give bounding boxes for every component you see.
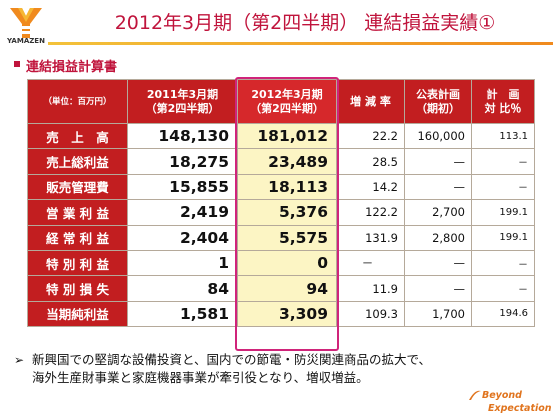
section-bullet-icon [14,61,20,67]
table-row: 当期純利益 1,581 3,309 109.3 1,700 194.6 [27,300,535,328]
prev-period-header: 2011年3月期 （第2四半期） [127,79,238,124]
prev-period-header-line2: （第2四半期） [145,101,220,115]
curr-value: 3,309 [237,300,337,328]
rate-value: 122.2 [336,199,405,226]
income-statement-table: （単位：百万円） 2011年3月期 （第2四半期） 2012年3月期 （第2四半… [27,79,535,328]
curr-value: 18,113 [237,173,337,201]
ratio-header-line1: 計 画 [486,87,520,101]
rate-value: 14.2 [336,173,405,201]
plan-header-line1: 公表計画 [416,87,460,101]
summary-note: ➢ 新興国での堅調な設備投資と、国内での節電・防災関連商品の拡大で、 海外生産財… [14,351,542,387]
unit-header: （単位：百万円） [27,79,128,124]
ratio-value: 113.1 [471,122,535,150]
curr-value: 23,489 [237,148,337,175]
plan-value: 1,700 [404,300,472,328]
plan-value: — [404,249,472,277]
row-label: 販売管理費 [27,173,128,201]
prev-value: 1 [127,249,238,277]
plan-value: — [404,148,472,175]
swoosh-icon [469,390,481,400]
plan-value: 160,000 [404,122,472,150]
plan-value: — [404,275,472,302]
row-label: 経 常 利 益 [27,224,128,251]
ratio-value: 199.1 [471,199,535,226]
row-label: 営 業 利 益 [27,199,128,226]
prev-value: 15,855 [127,173,238,201]
prev-value: 148,130 [127,122,238,150]
ratio-header: 計 画 対 比％ [471,79,535,124]
table-row: 売 上 高 148,130 181,012 22.2 160,000 113.1 [27,122,535,150]
yamazen-logo-icon [10,8,42,38]
ratio-value: － [471,249,535,277]
rate-header: 増 減 率 [336,79,405,124]
curr-value: 94 [237,275,337,302]
ratio-header-line2: 対 比％ [484,101,522,115]
prev-period-header-line1: 2011年3月期 [146,87,219,101]
row-label: 特 別 利 益 [27,249,128,277]
curr-value: 5,376 [237,199,337,226]
beyond-expectation-logo: Beyond Expectation [468,386,556,418]
summary-note-line2: 海外生産財事業と家庭機器事業が牽引役となり、増収増益。 [32,370,369,385]
expectation-text: Expectation [488,403,552,414]
plan-value: 2,700 [404,199,472,226]
table-row: 売上総利益 18,275 23,489 28.5 — － [27,148,535,175]
table-row: 経 常 利 益 2,404 5,575 131.9 2,800 199.1 [27,224,535,251]
table-row: 特 別 利 益 1 0 － — － [27,249,535,277]
curr-period-header: 2012年3月期 （第2四半期） [237,79,337,124]
ratio-value: － [471,173,535,201]
rate-value: 28.5 [336,148,405,175]
row-label: 特 別 損 失 [27,275,128,302]
summary-note-line1: 新興国での堅調な設備投資と、国内での節電・防災関連商品の拡大で、 [32,352,432,367]
rate-value: 22.2 [336,122,405,150]
curr-value: 0 [237,249,337,277]
curr-value: 5,575 [237,224,337,251]
row-label: 当期純利益 [27,300,128,328]
ratio-value: 194.6 [471,300,535,328]
prev-value: 1,581 [127,300,238,328]
rate-value: 131.9 [336,224,405,251]
table-row: 特 別 損 失 84 94 11.9 — － [27,275,535,302]
curr-period-header-line2: （第2四半期） [250,101,324,115]
plan-header-line2: （期初） [416,101,460,115]
rate-value: － [336,249,405,277]
prev-value: 18,275 [127,148,238,175]
plan-value: — [404,173,472,201]
table-row: 営 業 利 益 2,419 5,376 122.2 2,700 199.1 [27,199,535,226]
rate-value: 109.3 [336,300,405,328]
table-row: 販売管理費 15,855 18,113 14.2 — － [27,173,535,201]
plan-value: 2,800 [404,224,472,251]
section-title: 連結損益計算書 [26,60,118,75]
ratio-value: 199.1 [471,224,535,251]
ratio-value: － [471,148,535,175]
curr-period-header-line1: 2012年3月期 [251,87,323,101]
rate-value: 11.9 [336,275,405,302]
logo-text: YAMAZEN [7,37,45,45]
title-underline [48,42,553,45]
page-title: 2012年3月期（第2四半期） 連結損益実績① [114,12,496,34]
plan-header: 公表計画 （期初） [404,79,472,124]
beyond-text: Beyond [482,390,522,401]
curr-value: 181,012 [237,122,337,150]
prev-value: 84 [127,275,238,302]
ratio-value: － [471,275,535,302]
prev-value: 2,404 [127,224,238,251]
arrow-bullet-icon: ➢ [14,353,25,367]
row-label: 売 上 高 [27,122,128,150]
row-label: 売上総利益 [27,148,128,175]
prev-value: 2,419 [127,199,238,226]
